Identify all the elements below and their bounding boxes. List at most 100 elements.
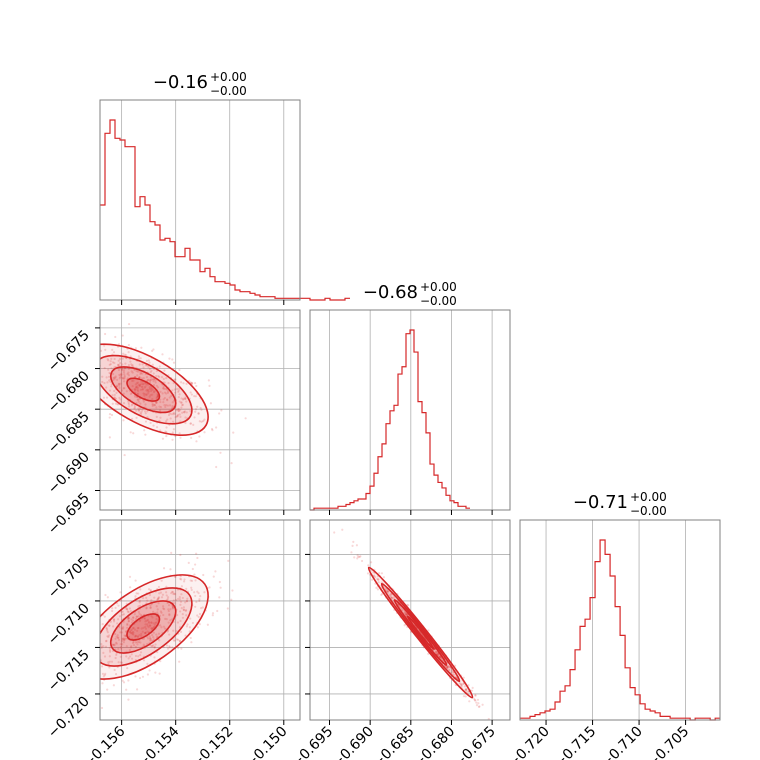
sample-point — [367, 564, 370, 567]
sample-point — [218, 596, 221, 599]
sample-point — [152, 372, 155, 375]
sample-point — [181, 403, 184, 407]
sample-point — [151, 363, 154, 366]
sample-point — [177, 409, 180, 412]
sample-point — [203, 431, 206, 434]
sample-point — [113, 668, 116, 672]
sample-point — [193, 395, 196, 398]
sample-point — [181, 398, 185, 401]
sample-point — [194, 594, 197, 598]
sample-point — [168, 613, 171, 616]
sample-point — [158, 405, 161, 408]
panel-1-1 — [309, 309, 511, 515]
sample-point — [183, 410, 187, 413]
sample-point — [96, 385, 98, 387]
sample-point — [130, 631, 133, 635]
sample-point — [146, 410, 149, 413]
sample-point — [131, 630, 134, 634]
sample-point — [405, 612, 408, 616]
sample-point — [173, 391, 177, 394]
sample-point — [155, 633, 158, 636]
sample-point — [107, 661, 110, 664]
sample-point — [487, 717, 490, 720]
sample-point — [120, 627, 123, 630]
density-contour-3 — [126, 613, 161, 641]
sample-point — [117, 636, 120, 639]
sample-point — [145, 359, 148, 363]
sample-point — [143, 392, 146, 396]
sample-point — [108, 389, 112, 392]
sample-point — [218, 412, 221, 415]
sample-point — [115, 653, 118, 657]
sample-point — [150, 387, 153, 390]
sample-point — [196, 405, 199, 408]
sample-point — [168, 645, 171, 648]
sample-point — [136, 635, 140, 638]
sample-point — [156, 597, 159, 601]
sample-point — [117, 661, 120, 664]
sample-point — [171, 591, 175, 594]
sample-point — [177, 409, 180, 413]
sample-point — [188, 626, 191, 629]
sample-point — [178, 432, 181, 435]
sample-point — [125, 688, 128, 691]
sample-point — [177, 390, 180, 393]
sample-point — [104, 645, 108, 648]
sample-point — [139, 641, 142, 644]
sample-point — [50, 706, 52, 708]
scatter-points — [50, 551, 234, 710]
sample-point — [73, 695, 75, 697]
sample-point — [215, 465, 218, 469]
sample-point — [113, 361, 116, 365]
sample-point — [183, 411, 186, 414]
sample-point — [120, 631, 123, 634]
sample-point — [124, 637, 127, 640]
sample-point — [141, 388, 144, 391]
sample-point — [162, 398, 165, 401]
sample-point — [156, 650, 159, 654]
sample-point — [201, 606, 204, 609]
sample-point — [160, 611, 163, 614]
title-plus-error: +0.00 — [630, 490, 667, 504]
sample-point — [119, 382, 122, 385]
sample-point — [95, 653, 97, 655]
sample-point — [113, 357, 116, 361]
sample-point — [142, 400, 145, 403]
sample-point — [146, 662, 149, 665]
sample-point — [120, 389, 124, 392]
sample-point — [133, 388, 136, 391]
sample-point — [473, 697, 476, 700]
sample-point — [118, 625, 121, 629]
y-tick-label: −0.680 — [45, 368, 93, 416]
sample-point — [144, 631, 147, 635]
sample-point — [194, 579, 197, 582]
sample-point — [118, 384, 121, 387]
sample-point — [119, 374, 122, 377]
sample-point — [122, 352, 125, 355]
sample-point — [168, 357, 171, 360]
sample-point — [127, 620, 130, 623]
sample-point — [149, 376, 153, 379]
sample-point — [460, 683, 463, 686]
sample-point — [200, 420, 203, 423]
sample-point — [209, 402, 212, 405]
y-tick-label: −0.715 — [45, 647, 93, 695]
sample-point — [118, 396, 121, 399]
sample-point — [123, 639, 126, 642]
sample-point — [165, 617, 168, 621]
sample-point — [185, 587, 188, 590]
sample-point — [173, 601, 176, 605]
sample-point — [196, 614, 199, 617]
title-minus-error: −0.00 — [420, 294, 457, 308]
sample-point — [194, 408, 198, 411]
title-median: −0.16 — [153, 72, 208, 93]
sample-point — [137, 409, 140, 412]
sample-point — [115, 391, 118, 394]
sample-point — [114, 656, 117, 660]
sample-point — [175, 629, 178, 633]
sample-point — [158, 409, 162, 412]
sample-point — [103, 655, 107, 658]
sample-point — [179, 553, 182, 557]
sample-point — [105, 626, 108, 629]
sample-point — [96, 393, 98, 395]
